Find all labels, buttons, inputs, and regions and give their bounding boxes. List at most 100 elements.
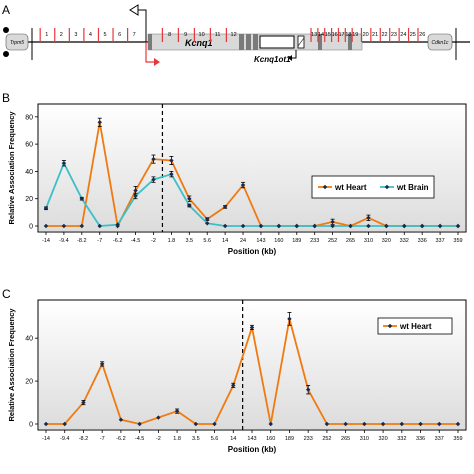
y-axis-label: Relative Association Frequency — [7, 111, 16, 225]
x-tick-label: -14 — [42, 238, 50, 244]
data-point — [205, 221, 210, 226]
x-tick-label: 310 — [360, 436, 369, 442]
kcnq1ot1-arrowhead — [288, 55, 292, 61]
fragment-label: 7 — [133, 32, 136, 38]
x-tick-label: 143 — [247, 436, 256, 442]
data-point — [268, 421, 273, 427]
fragment-label: 26 — [419, 32, 425, 38]
exon-3 — [246, 34, 251, 50]
fragment-label: 20 — [363, 32, 369, 38]
fragment-label: 6 — [118, 32, 121, 38]
fragment-label: 11 — [215, 32, 221, 38]
x-tick-label: 143 — [256, 238, 265, 244]
x-tick-label: -2 — [156, 436, 161, 442]
exon-6 — [348, 34, 352, 50]
data-point — [402, 223, 407, 229]
fragment-label: 21 — [372, 32, 378, 38]
fragment-label: 5 — [103, 32, 106, 38]
data-point — [249, 325, 255, 330]
data-point — [137, 421, 142, 427]
kcnq1-tss-arrowhead-red — [154, 58, 160, 66]
data-point — [115, 222, 120, 227]
kcnq1ot1-box — [259, 35, 295, 49]
data-point — [43, 223, 49, 229]
cdkn1c-gene-box — [427, 33, 453, 51]
x-tick-label: -4.5 — [131, 238, 140, 244]
data-point — [312, 223, 317, 229]
x-tick-label: 265 — [341, 436, 350, 442]
x-tick-label: 359 — [453, 436, 462, 442]
plot-background — [39, 105, 465, 231]
data-point — [258, 223, 264, 229]
x-tick-label: 320 — [382, 238, 391, 244]
legend-label: wt Brain — [396, 183, 429, 192]
x-tick-label: 3.5 — [185, 238, 193, 244]
series-line — [45, 161, 458, 227]
x-tick-label: 3.5 — [192, 436, 200, 442]
data-point — [193, 421, 199, 427]
x-tick-label: 5.6 — [211, 436, 219, 442]
x-tick-label: 14 — [230, 436, 236, 442]
x-tick-label: 160 — [274, 238, 283, 244]
panel-c-letter: C — [2, 287, 11, 301]
x-tick-label: 265 — [346, 238, 355, 244]
x-tick-label: -9.4 — [60, 436, 69, 442]
x-axis-label: Position (kb) — [228, 247, 277, 256]
y-tick-label: 80 — [25, 114, 33, 121]
x-tick-label: 233 — [310, 238, 319, 244]
data-point — [61, 223, 67, 229]
fragment-label: 2 — [60, 32, 63, 38]
fragment-label: 22 — [381, 32, 387, 38]
fragment-label: 19 — [352, 32, 358, 38]
kcnq1-tss-arrow-red — [145, 42, 156, 63]
data-point — [348, 223, 353, 229]
legend-label: wt Heart — [334, 183, 367, 192]
data-point — [240, 182, 246, 188]
kcnq1ot1-hatch — [297, 37, 305, 47]
data-point — [212, 421, 217, 427]
data-point — [455, 223, 461, 229]
x-tick-label: -7 — [100, 436, 105, 442]
data-point — [287, 316, 292, 322]
exon-1 — [148, 34, 152, 50]
data-point — [231, 383, 236, 388]
x-tick-label: 320 — [378, 436, 387, 442]
fragment-label: 9 — [184, 32, 187, 38]
fragment-label: 12 — [231, 32, 237, 38]
data-point — [97, 223, 102, 229]
data-point — [330, 223, 335, 229]
fragment-label: 4 — [89, 32, 92, 38]
fragment-label: 25 — [410, 32, 416, 38]
data-point — [437, 223, 443, 229]
y-tick-label: 40 — [25, 169, 33, 176]
data-point — [324, 421, 330, 427]
x-tick-label: 1.8 — [173, 436, 181, 442]
fragment-label: 3 — [74, 32, 77, 38]
x-tick-label: -8.2 — [77, 238, 86, 244]
data-point — [187, 196, 192, 201]
x-tick-label: -14 — [42, 436, 50, 442]
fragment-label: 23 — [391, 32, 397, 38]
fragment-label: 15 — [325, 32, 331, 38]
data-point — [222, 223, 228, 229]
x-tick-label: -2 — [151, 238, 156, 244]
fragment-label: 13 — [311, 32, 317, 38]
data-point — [276, 223, 282, 229]
fragment-label: 8 — [168, 32, 171, 38]
y-tick-label: 20 — [25, 196, 33, 203]
trpm5-gene-box — [5, 33, 29, 51]
data-point — [294, 223, 299, 229]
data-point — [222, 204, 228, 210]
x-tick-label: 189 — [285, 436, 294, 442]
kcnq1-label: Kcnq1 — [185, 38, 213, 48]
data-point — [399, 421, 405, 427]
legend-box — [311, 175, 435, 199]
legend-marker — [322, 184, 328, 190]
data-point — [205, 216, 210, 222]
data-point — [43, 421, 49, 427]
x-tick-label: -9.4 — [59, 238, 68, 244]
data-point — [43, 206, 49, 211]
x-tick-label: -4.5 — [135, 436, 144, 442]
exon-4 — [253, 34, 258, 50]
lollipop-top — [3, 27, 9, 33]
